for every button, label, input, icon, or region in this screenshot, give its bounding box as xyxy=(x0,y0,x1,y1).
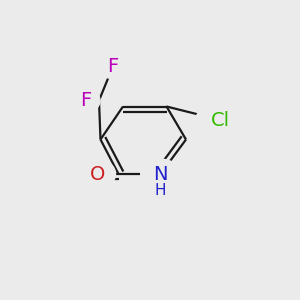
Ellipse shape xyxy=(141,159,180,189)
Text: Cl: Cl xyxy=(211,110,230,130)
Ellipse shape xyxy=(80,159,116,189)
Ellipse shape xyxy=(98,53,127,79)
Text: H: H xyxy=(155,183,166,198)
Text: N: N xyxy=(153,164,168,184)
Ellipse shape xyxy=(195,105,246,135)
Ellipse shape xyxy=(71,88,100,113)
Text: F: F xyxy=(80,91,91,110)
Text: O: O xyxy=(90,164,105,184)
Ellipse shape xyxy=(150,181,171,200)
Text: F: F xyxy=(107,56,118,76)
